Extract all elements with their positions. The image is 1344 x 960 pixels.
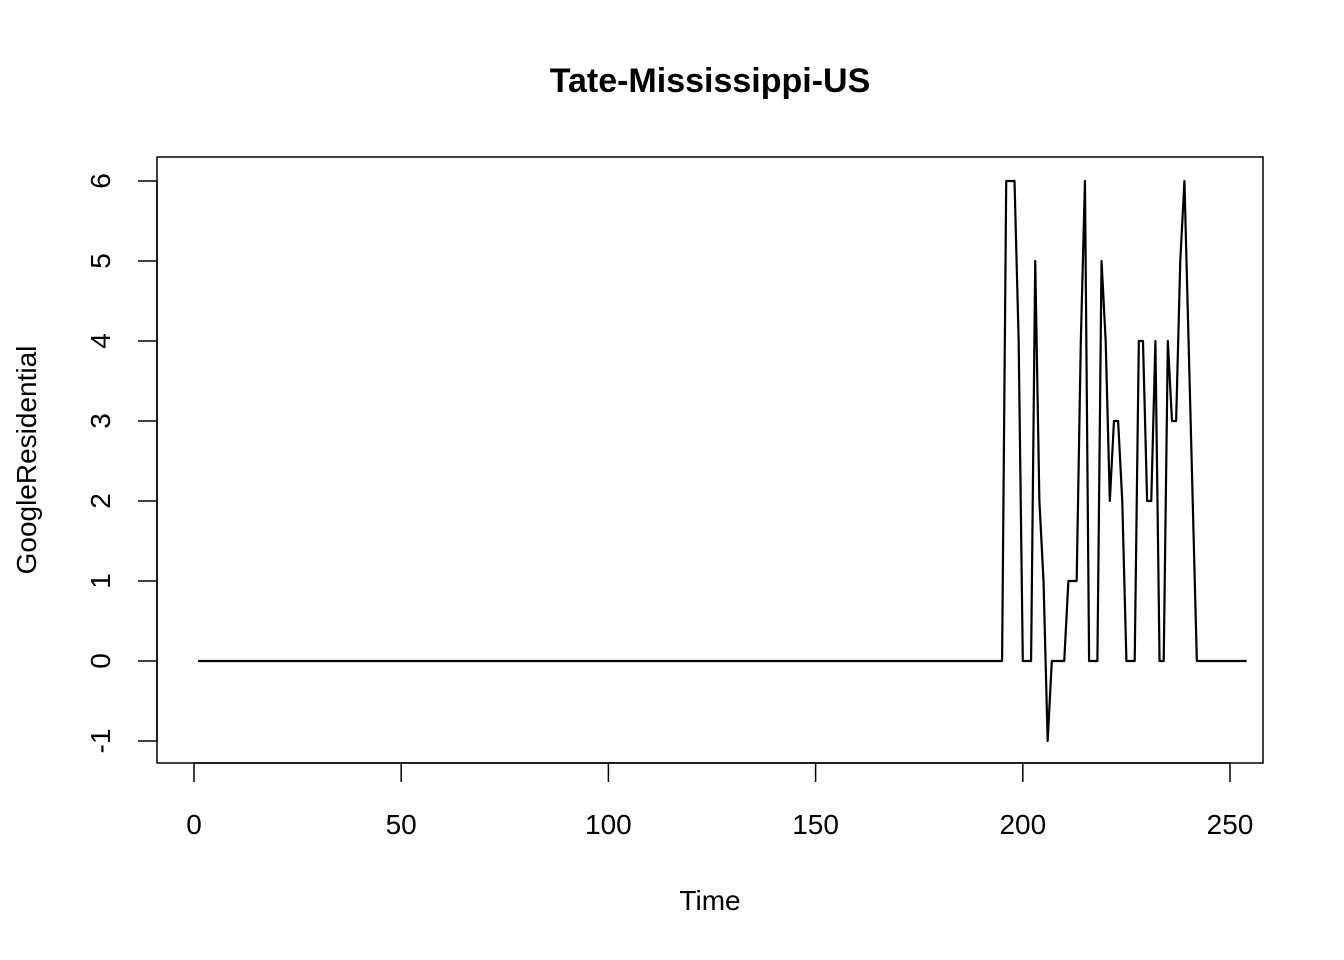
x-tick-label: 100 bbox=[585, 809, 632, 840]
y-tick-label: 1 bbox=[85, 573, 116, 589]
y-tick-label: 0 bbox=[85, 653, 116, 669]
y-tick-label: 4 bbox=[85, 333, 116, 349]
x-tick-label: 200 bbox=[999, 809, 1046, 840]
x-tick-label: 150 bbox=[792, 809, 839, 840]
y-tick-label: 5 bbox=[85, 253, 116, 269]
x-tick-label: 0 bbox=[186, 809, 202, 840]
y-tick-label: -1 bbox=[85, 729, 116, 754]
y-axis-label: GoogleResidential bbox=[11, 346, 42, 575]
chart-title: Tate-Mississippi-US bbox=[550, 62, 871, 100]
x-axis: 0 50 100 150 200 250 bbox=[186, 762, 1254, 840]
x-axis-label: Time bbox=[679, 885, 740, 916]
plot-frame bbox=[156, 156, 1264, 764]
x-tick-label: 50 bbox=[386, 809, 417, 840]
series-line bbox=[198, 179, 1247, 743]
y-axis: -1 0 1 2 3 4 5 6 bbox=[85, 173, 158, 754]
x-tick-label: 250 bbox=[1207, 809, 1254, 840]
y-tick-label: 3 bbox=[85, 413, 116, 429]
y-tick-label: 6 bbox=[85, 173, 116, 189]
y-tick-label: 2 bbox=[85, 493, 116, 509]
